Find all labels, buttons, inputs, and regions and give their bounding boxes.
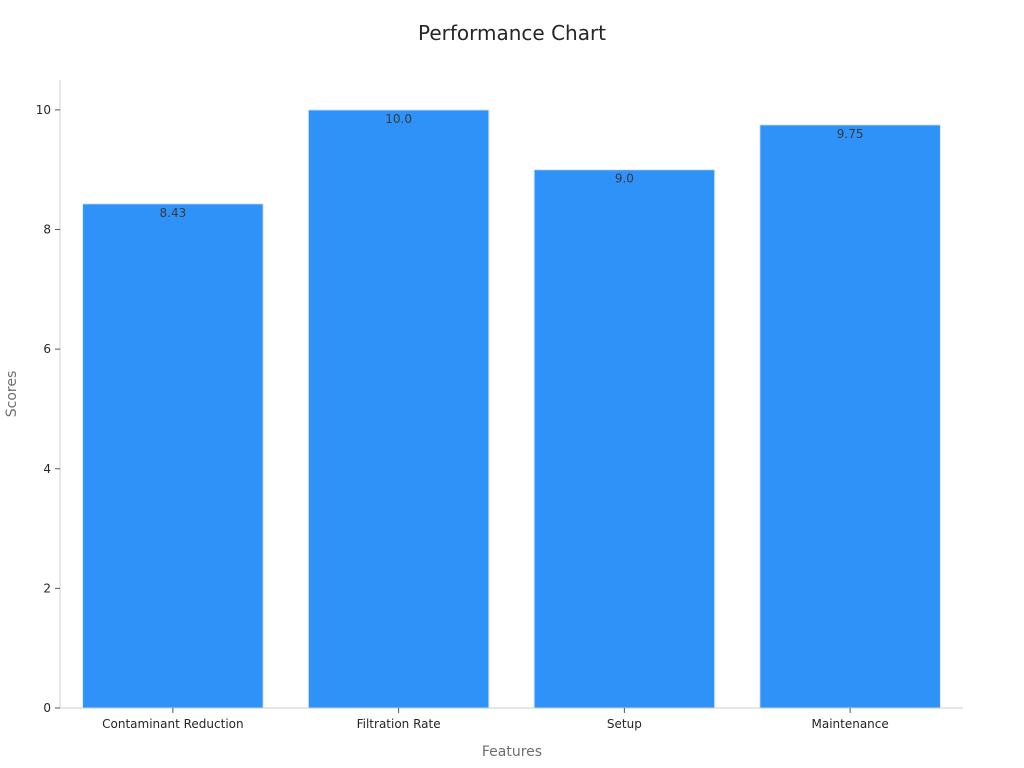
chart-title: Performance Chart [418, 21, 606, 45]
y-tick-label: 0 [43, 701, 51, 715]
x-tick-label: Setup [607, 717, 642, 731]
data-labels-layer: 8.43 10.0 9.0 9.75 [160, 112, 864, 220]
y-axis-label: Scores [4, 371, 20, 418]
y-tick-label: 6 [43, 342, 51, 356]
data-label: 8.43 [160, 206, 187, 220]
bar-filtration-rate [307, 109, 490, 709]
x-axis-label: Features [482, 744, 542, 760]
bar-contaminant-reduction [82, 203, 264, 709]
y-tick-label: 2 [43, 581, 51, 595]
bars-layer [82, 109, 941, 709]
x-tick-label: Filtration Rate [357, 717, 441, 731]
bar-setup [533, 169, 716, 709]
x-axis-ticks: Contaminant Reduction Filtration Rate Setu… [102, 708, 889, 731]
y-tick-label: 10 [36, 103, 51, 117]
data-label: 10.0 [385, 112, 412, 126]
data-label: 9.0 [615, 172, 634, 186]
data-label: 9.75 [837, 127, 864, 141]
x-tick-label: Maintenance [811, 717, 888, 731]
y-tick-label: 4 [43, 462, 51, 476]
bar-maintenance [759, 124, 941, 709]
y-tick-label: 8 [43, 223, 51, 237]
y-axis-ticks: 0 2 4 6 8 10 [36, 103, 60, 715]
x-tick-label: Contaminant Reduction [102, 717, 243, 731]
